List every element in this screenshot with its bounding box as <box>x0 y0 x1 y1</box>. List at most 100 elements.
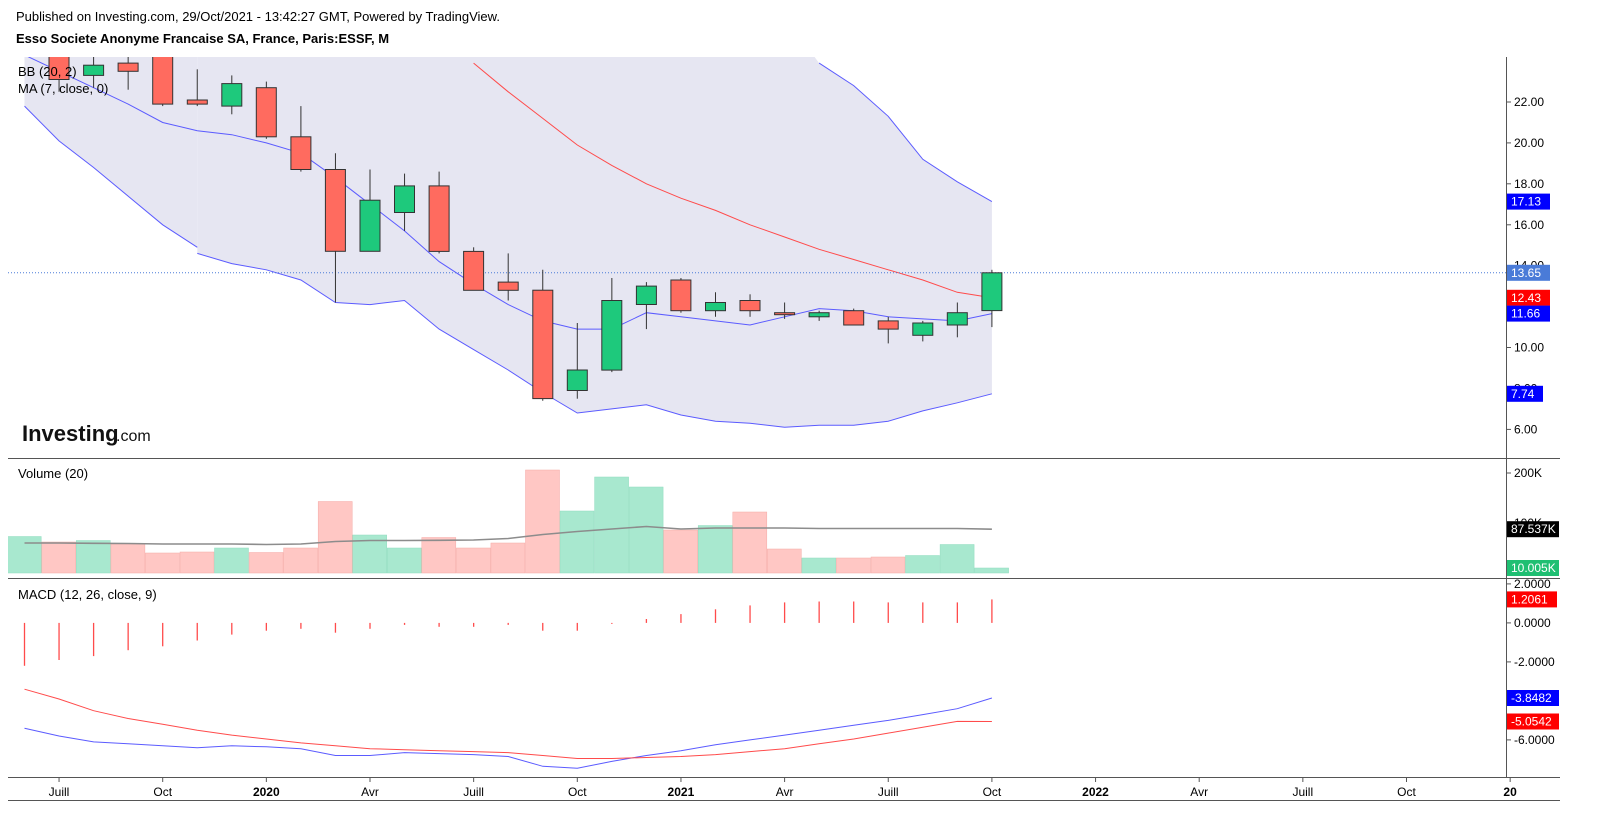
price-tag-label: -5.0542 <box>1511 715 1552 729</box>
price-tag-box <box>1507 591 1557 608</box>
bb-lower-line <box>197 252 993 428</box>
macd-tick-label: -2.0000 <box>1514 655 1555 669</box>
volume-bar <box>525 469 560 574</box>
volume-panel[interactable] <box>7 469 1009 574</box>
published-line: Published on Investing.com, 29/Oct/2021 … <box>16 9 500 24</box>
candle-body <box>532 289 554 400</box>
time-tick-label: 20 <box>1503 785 1517 799</box>
candle-body <box>117 62 139 72</box>
price-panel[interactable] <box>8 16 1506 428</box>
volume-indicator-label[interactable]: Volume (20) <box>18 466 88 481</box>
time-tick-label: Juill <box>49 785 70 799</box>
volume-tick-label: 200K <box>1514 466 1542 480</box>
candle-body <box>221 83 243 107</box>
candle-body <box>428 185 450 252</box>
logo-wordmark: Investing <box>22 421 119 446</box>
volume-bar <box>8 536 42 574</box>
price-tick-label: 20.00 <box>1514 136 1544 150</box>
candle-body <box>774 312 796 316</box>
volume-bar <box>41 541 77 574</box>
volume-bar <box>905 555 940 574</box>
price-tag-label: 7.74 <box>1511 387 1535 401</box>
volume-bar <box>110 543 146 574</box>
macd-line <box>24 697 993 769</box>
price-tag-label: 12.43 <box>1511 291 1541 305</box>
volume-bar <box>214 547 249 574</box>
time-tick-label: 2020 <box>253 785 280 799</box>
price-tags: 17.13 13.65 12.43 11.66 7.74 87.537K 10.005K 1.… <box>1507 193 1559 730</box>
price-tag-label: 87.537K <box>1511 522 1556 536</box>
volume-ma-line <box>24 525 992 546</box>
volume-bar <box>283 547 318 574</box>
price-tag-label: 11.66 <box>1511 307 1540 321</box>
price-tick-label: 10.00 <box>1514 341 1544 355</box>
price-tag-box <box>1507 264 1550 281</box>
macd-indicator-label[interactable]: MACD (12, 26, close, 9) <box>18 587 157 602</box>
candle-body <box>601 300 623 371</box>
volume-bar <box>179 551 215 574</box>
volume-bar <box>801 557 837 574</box>
price-tag-label: 17.13 <box>1511 195 1541 209</box>
volume-bar <box>836 557 871 574</box>
time-tick-label: Juill <box>463 785 484 799</box>
time-tick-label: Avr <box>776 785 794 799</box>
volume-bar <box>767 548 802 574</box>
volume-bar <box>490 542 526 574</box>
candle-body <box>83 64 105 76</box>
bb-band-fill <box>197 57 992 428</box>
ma-line <box>27 57 993 330</box>
volume-bar <box>697 525 733 574</box>
candle-body <box>705 302 726 312</box>
macd-panel[interactable] <box>23 599 993 769</box>
time-tick-label: Oct <box>1397 785 1416 799</box>
price-tag-box <box>1507 560 1559 576</box>
price-tick-label: 22.00 <box>1514 95 1544 109</box>
price-tag-box <box>1507 713 1559 730</box>
price-tag-label: 13.65 <box>1511 266 1541 280</box>
price-tag-box <box>1507 305 1550 322</box>
volume-bar <box>974 567 1009 574</box>
volume-bar <box>559 510 595 574</box>
candle-body <box>912 322 934 336</box>
volume-bar <box>317 501 353 574</box>
time-tick-label: 2021 <box>668 785 695 799</box>
signal-line <box>24 688 992 759</box>
time-tick-label: Avr <box>361 785 379 799</box>
bb-middle-line <box>473 62 992 299</box>
macd-tick-label: 0.0000 <box>1514 616 1551 630</box>
price-tag-box <box>1507 193 1550 210</box>
candle-body <box>255 87 277 138</box>
volume-bar <box>456 547 491 574</box>
volume-bar <box>76 540 111 574</box>
price-tag-box <box>1507 690 1559 706</box>
candle-body <box>463 250 485 291</box>
candle-body <box>324 169 346 252</box>
price-tick-label: 6.00 <box>1514 422 1538 436</box>
volume-bar <box>732 511 768 574</box>
chart-header: Published on Investing.com, 29/Oct/2021 … <box>16 8 1516 48</box>
candle-body <box>946 312 968 326</box>
candle-body <box>843 310 865 326</box>
candle-body <box>497 281 519 291</box>
macd-tick-label: -6.0000 <box>1514 733 1555 747</box>
price-tag-label: 10.005K <box>1511 561 1556 575</box>
investing-logo: Investing .com <box>22 421 151 446</box>
volume-bar <box>594 476 629 574</box>
price-tick-label: 18.00 <box>1514 177 1544 191</box>
bb-lower-line-left <box>24 105 198 248</box>
price-tag-box <box>1507 521 1559 538</box>
candle-body <box>635 285 657 306</box>
bb-indicator-label[interactable]: BB (20, 2) <box>18 64 77 79</box>
price-tag-box <box>1507 385 1543 402</box>
candle-body <box>359 199 381 252</box>
ma-indicator-label[interactable]: MA (7, close, 0) <box>18 81 108 96</box>
logo-suffix: .com <box>116 428 151 445</box>
volume-bar <box>939 544 975 574</box>
candle-body <box>739 300 761 312</box>
price-tag-label: 1.2061 <box>1511 592 1548 606</box>
candle-body <box>152 57 174 105</box>
instrument-title: Esso Societe Anonyme Francaise SA, Franc… <box>16 31 390 46</box>
candle-body <box>808 312 830 318</box>
volume-bar <box>145 552 180 574</box>
